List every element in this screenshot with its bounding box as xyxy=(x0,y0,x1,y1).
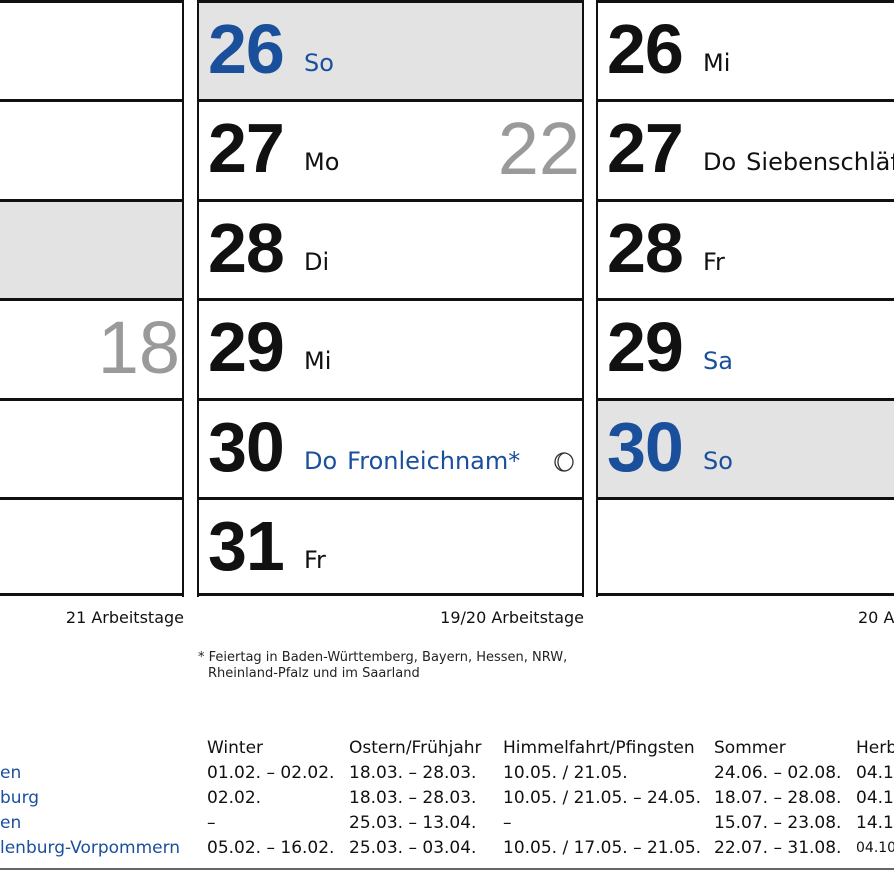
weekday-name: Sa xyxy=(703,347,733,376)
day-row xyxy=(598,497,894,596)
holiday-dates: 18.03. – 28.03. xyxy=(349,763,477,783)
weekday: So xyxy=(304,48,334,78)
day-number: 29 xyxy=(607,308,684,387)
state-name: en xyxy=(0,813,22,833)
weekday-name: So xyxy=(304,49,334,77)
table-header: Himmelfahrt/Pfingsten xyxy=(503,738,695,758)
table-header: Ostern/Frühjahr xyxy=(349,738,482,758)
holiday-dates: 01.02. – 02.02. xyxy=(207,763,335,783)
day-number: 31 xyxy=(208,507,285,585)
day-row: 27 Mo 22 xyxy=(199,99,582,199)
day-row: 30 So xyxy=(598,397,894,497)
holiday-dates: 04.10 xyxy=(856,840,894,856)
day-number: 27 xyxy=(208,109,285,188)
holiday-dates: 02.02. xyxy=(207,788,262,808)
weekday: Mi xyxy=(304,346,331,376)
holiday-dates: 10.05. / 17.05. – 21.05. xyxy=(503,838,702,858)
column-bottom xyxy=(0,593,182,597)
bottom-rule xyxy=(0,868,894,870)
holiday-name: Fronleichnam* xyxy=(347,446,521,475)
day-row: 31 Fr xyxy=(199,497,582,596)
holiday-dates: – xyxy=(503,813,512,833)
holiday-dates: 10.05. / 21.05. – 24.05. xyxy=(503,788,702,808)
month-column: 26 Mi 27 Do Siebenschläfe 28 Fr 29 Sa 30 So xyxy=(596,0,894,597)
weekday-name: Mi xyxy=(304,347,332,376)
weekday-name: Di xyxy=(304,247,330,276)
table-header: Sommer xyxy=(714,738,786,758)
holiday-dates: 15.07. – 23.08. xyxy=(714,813,842,833)
weekday: Di xyxy=(304,247,329,277)
workdays-count: 19/20 Arbeitstage xyxy=(440,608,584,627)
day-row: 29 Sa xyxy=(598,298,894,398)
day-number: 30 xyxy=(208,407,285,486)
day-row: 29 Mi xyxy=(199,298,582,398)
weekday-name: Fr xyxy=(304,546,326,574)
day-number: 30 xyxy=(607,407,684,486)
holiday-dates: 25.03. – 03.04. xyxy=(349,838,477,858)
table-header: Winter xyxy=(207,738,264,758)
day-number: 28 xyxy=(607,208,684,287)
day-row: 28 Di xyxy=(199,198,582,298)
holiday-dates: 14.1 xyxy=(856,813,894,833)
holiday-dates: – xyxy=(207,813,216,833)
day-number: 26 xyxy=(607,10,684,88)
day-row: 27 Do Siebenschläfe xyxy=(598,99,894,199)
workdays-count: 20 A xyxy=(858,608,894,627)
day-row: 30 Do Fronleichnam* xyxy=(199,397,582,497)
column-bottom xyxy=(199,593,582,597)
day-row: 26 So xyxy=(199,0,582,99)
weekday-name: Fr xyxy=(703,247,725,276)
weekday-name: So xyxy=(703,446,733,475)
weekday: So xyxy=(703,446,733,476)
day-row: 28 Fr xyxy=(598,198,894,298)
day-row xyxy=(0,397,182,497)
day-number: 26 xyxy=(208,10,285,88)
holiday-dates: 25.03. – 13.04. xyxy=(349,813,477,833)
day-number: 29 xyxy=(208,308,285,387)
day-row xyxy=(0,497,182,596)
state-name: en xyxy=(0,763,22,783)
footnote-line: Rheinland-Pfalz und im Saarland xyxy=(208,666,420,681)
holiday-dates: 10.05. / 21.05. xyxy=(503,763,628,783)
holiday-name: Siebenschläfe xyxy=(746,148,894,177)
weekday: Fr xyxy=(304,545,326,575)
workdays-count: 21 Arbeitstage xyxy=(65,608,184,627)
weekday-name: Mo xyxy=(304,148,340,177)
moon-icon xyxy=(554,451,574,472)
day-number: 27 xyxy=(607,109,684,188)
weekday-name: Mi xyxy=(703,49,731,77)
day-number: 28 xyxy=(208,208,285,287)
week-number: 18 xyxy=(97,306,180,390)
weekday-name: Do xyxy=(304,446,338,475)
holiday-dates: 18.07. – 28.08. xyxy=(714,788,842,808)
holiday-dates: 24.06. – 02.08. xyxy=(714,763,842,783)
weekday-name: Do xyxy=(703,148,737,177)
holiday-dates: 04.1 xyxy=(856,788,894,808)
week-number: 22 xyxy=(497,107,580,191)
month-column: 18 xyxy=(0,0,184,597)
table-header: Herb xyxy=(856,738,894,758)
weekday: Mi xyxy=(703,48,730,78)
day-row: 26 Mi xyxy=(598,0,894,99)
weekday: Do Siebenschläfe xyxy=(703,147,894,177)
day-row xyxy=(0,0,182,99)
column-bottom xyxy=(598,593,894,597)
holiday-dates: 18.03. – 28.03. xyxy=(349,788,477,808)
state-name: lenburg-Vorpommern xyxy=(0,838,181,858)
day-row xyxy=(0,99,182,199)
weekday: Mo xyxy=(304,147,339,177)
month-column: 26 So 27 Mo 22 28 Di 29 Mi 30 Do Fronleichnam* 31 Fr xyxy=(197,0,584,597)
weekday: Sa xyxy=(703,346,733,376)
holiday-dates: 22.07. – 31.08. xyxy=(714,838,842,858)
weekday: Do Fronleichnam* xyxy=(304,446,520,476)
weekday: Fr xyxy=(703,247,725,277)
day-row: 18 xyxy=(0,298,182,398)
holiday-dates: 04.1 xyxy=(856,763,894,783)
state-name: burg xyxy=(0,788,40,808)
footnote-line: * Feiertag in Baden-Württemberg, Bayern,… xyxy=(198,650,568,665)
holiday-dates: 05.02. – 16.02. xyxy=(207,838,335,858)
day-row xyxy=(0,198,182,298)
